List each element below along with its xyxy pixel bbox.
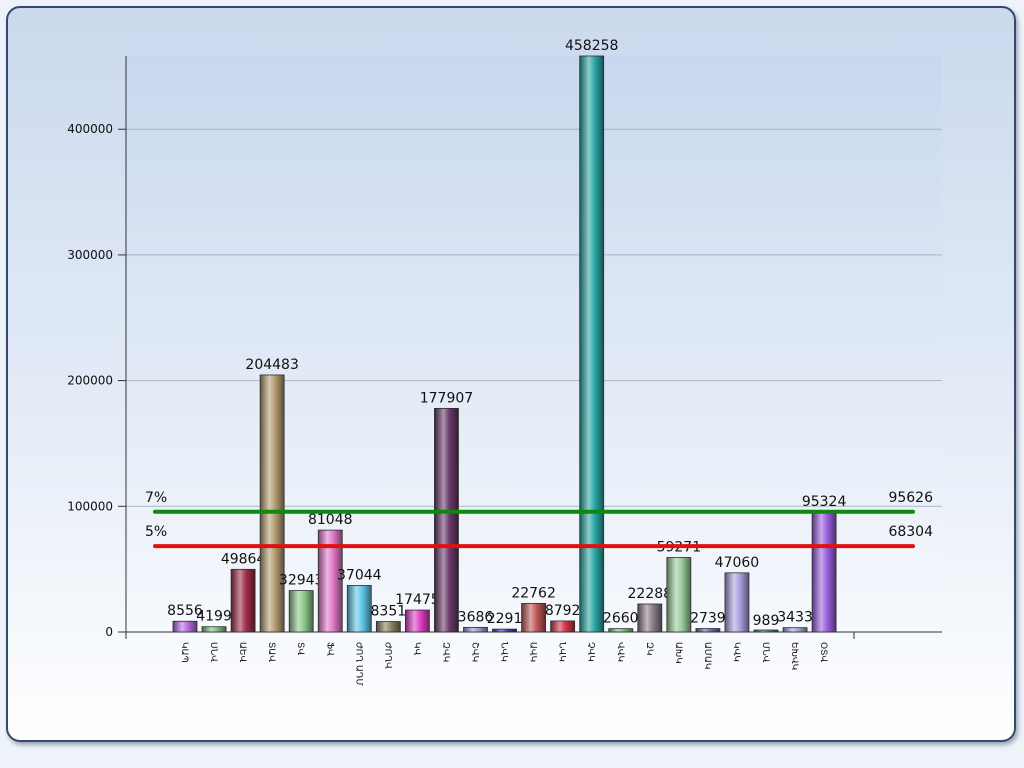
bar bbox=[521, 602, 546, 633]
bar bbox=[753, 629, 779, 633]
bar bbox=[346, 585, 372, 633]
reference-line-label: 5% bbox=[145, 524, 167, 540]
bar bbox=[637, 603, 663, 633]
data-label: 177907 bbox=[420, 390, 473, 406]
data-label: 2739 bbox=[690, 611, 726, 627]
x-tick-label: ՏՎ bbox=[295, 642, 305, 655]
x-tick-label: ՄՆՎ bbox=[760, 642, 770, 663]
y-tick-label: 100000 bbox=[67, 499, 113, 513]
bar bbox=[724, 572, 750, 633]
x-tick-label: ԿՎԿ bbox=[731, 642, 741, 662]
data-label: 204483 bbox=[245, 357, 298, 373]
x-tick-label: ԶՎԿ bbox=[440, 642, 450, 662]
data-label: 17475 bbox=[395, 592, 440, 608]
x-tick-label: ՖՎ bbox=[324, 642, 334, 656]
reference-line-value: 95626 bbox=[888, 490, 933, 506]
y-tick-label: 300000 bbox=[67, 248, 113, 262]
reference-line-value: 68304 bbox=[888, 524, 933, 540]
bar bbox=[695, 628, 721, 633]
x-tick-label: ԱՎԿ bbox=[528, 642, 538, 662]
y-tick-label: 0 bbox=[105, 625, 113, 639]
x-tick-label: ՕՏՎ bbox=[818, 642, 828, 662]
bar bbox=[375, 621, 401, 633]
bar bbox=[288, 590, 314, 633]
x-tick-label: ԱԵՎ bbox=[237, 642, 247, 662]
bar bbox=[811, 511, 837, 633]
bar bbox=[201, 626, 227, 633]
data-label: 81048 bbox=[308, 512, 353, 528]
data-label: 49864 bbox=[221, 551, 266, 567]
bar bbox=[666, 557, 692, 633]
bar bbox=[463, 626, 488, 633]
x-tick-label: ՍՆՎ bbox=[208, 642, 218, 662]
data-label: 3433 bbox=[777, 610, 813, 626]
bar bbox=[579, 55, 605, 633]
bar bbox=[550, 620, 576, 633]
bar bbox=[492, 628, 517, 633]
x-tick-label: ԵԽՎԿ bbox=[789, 642, 799, 670]
data-label: 8351 bbox=[371, 604, 407, 620]
y-tick-label: 200000 bbox=[67, 374, 113, 388]
reference-line-label: 7% bbox=[145, 490, 167, 506]
bar bbox=[172, 620, 198, 633]
x-tick-label: ՆՎԿ bbox=[499, 642, 509, 662]
bar bbox=[782, 627, 808, 633]
x-tick-label: ԺՈՂՎ bbox=[382, 642, 392, 669]
bar bbox=[404, 609, 430, 633]
bar bbox=[230, 568, 256, 633]
data-label: 2660 bbox=[603, 611, 639, 627]
bar bbox=[434, 407, 459, 633]
data-label: 32943 bbox=[279, 573, 324, 589]
data-label: 22762 bbox=[511, 585, 556, 601]
bar bbox=[608, 628, 634, 633]
x-tick-label: ԱՄԱԿ bbox=[702, 642, 712, 670]
data-label: 8792 bbox=[545, 603, 581, 619]
x-tick-label: ԺՈՂ ԱԴՄ bbox=[353, 642, 363, 686]
x-tick-label: ՉՎԿ bbox=[586, 642, 596, 662]
x-tick-label: ՎՎԿ bbox=[615, 642, 625, 662]
x-tick-label: ԿԱՊ bbox=[179, 642, 189, 663]
data-label: 458258 bbox=[565, 38, 618, 54]
x-tick-label: ՏԱՎ bbox=[266, 642, 276, 662]
x-tick-label: ՆՎԿ bbox=[557, 642, 567, 662]
x-tick-label: ԶԿ bbox=[644, 642, 654, 656]
data-label: 3686 bbox=[458, 609, 494, 625]
data-label: 2291 bbox=[487, 611, 523, 627]
x-tick-label: ՇՎԿ bbox=[470, 642, 480, 662]
x-tick-label: ԿՎ bbox=[411, 642, 421, 656]
data-label: 22288 bbox=[628, 586, 673, 602]
data-label: 37044 bbox=[337, 567, 382, 583]
y-tick-label: 400000 bbox=[67, 122, 113, 136]
x-tick-label: ԱԽԿ bbox=[673, 642, 683, 664]
bar bbox=[259, 374, 285, 633]
data-label: 989 bbox=[753, 613, 780, 629]
data-label: 47060 bbox=[715, 555, 760, 571]
data-label: 95324 bbox=[802, 494, 847, 510]
data-label: 8556 bbox=[167, 603, 203, 619]
data-label: 4199 bbox=[196, 609, 232, 625]
